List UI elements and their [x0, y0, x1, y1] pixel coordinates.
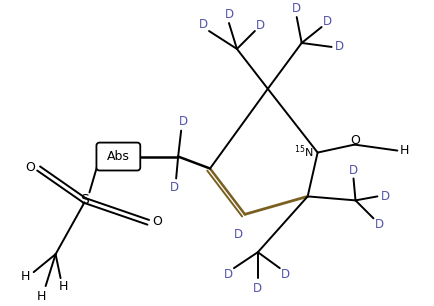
Text: D: D	[224, 268, 233, 281]
Text: D: D	[253, 282, 263, 295]
Text: Abs: Abs	[107, 150, 130, 163]
Text: O: O	[26, 161, 36, 174]
Text: D: D	[281, 268, 290, 281]
Text: D: D	[234, 228, 243, 241]
Text: H: H	[37, 289, 46, 303]
FancyBboxPatch shape	[96, 143, 140, 170]
Text: D: D	[381, 190, 390, 203]
Text: D: D	[224, 8, 233, 21]
Text: O: O	[152, 215, 162, 228]
Text: D: D	[292, 2, 301, 15]
Text: D: D	[198, 17, 207, 31]
Text: D: D	[170, 181, 179, 194]
Text: D: D	[323, 15, 332, 28]
Text: D: D	[178, 115, 187, 128]
Text: H: H	[59, 280, 68, 293]
Text: S: S	[80, 193, 89, 207]
Text: D: D	[375, 218, 384, 231]
Text: D: D	[349, 164, 358, 177]
Text: D: D	[335, 40, 344, 54]
Text: O: O	[351, 134, 360, 147]
Text: H: H	[400, 144, 409, 157]
Text: $^{15}$N: $^{15}$N	[294, 143, 314, 160]
Text: H: H	[21, 270, 30, 283]
Text: D: D	[256, 19, 266, 32]
